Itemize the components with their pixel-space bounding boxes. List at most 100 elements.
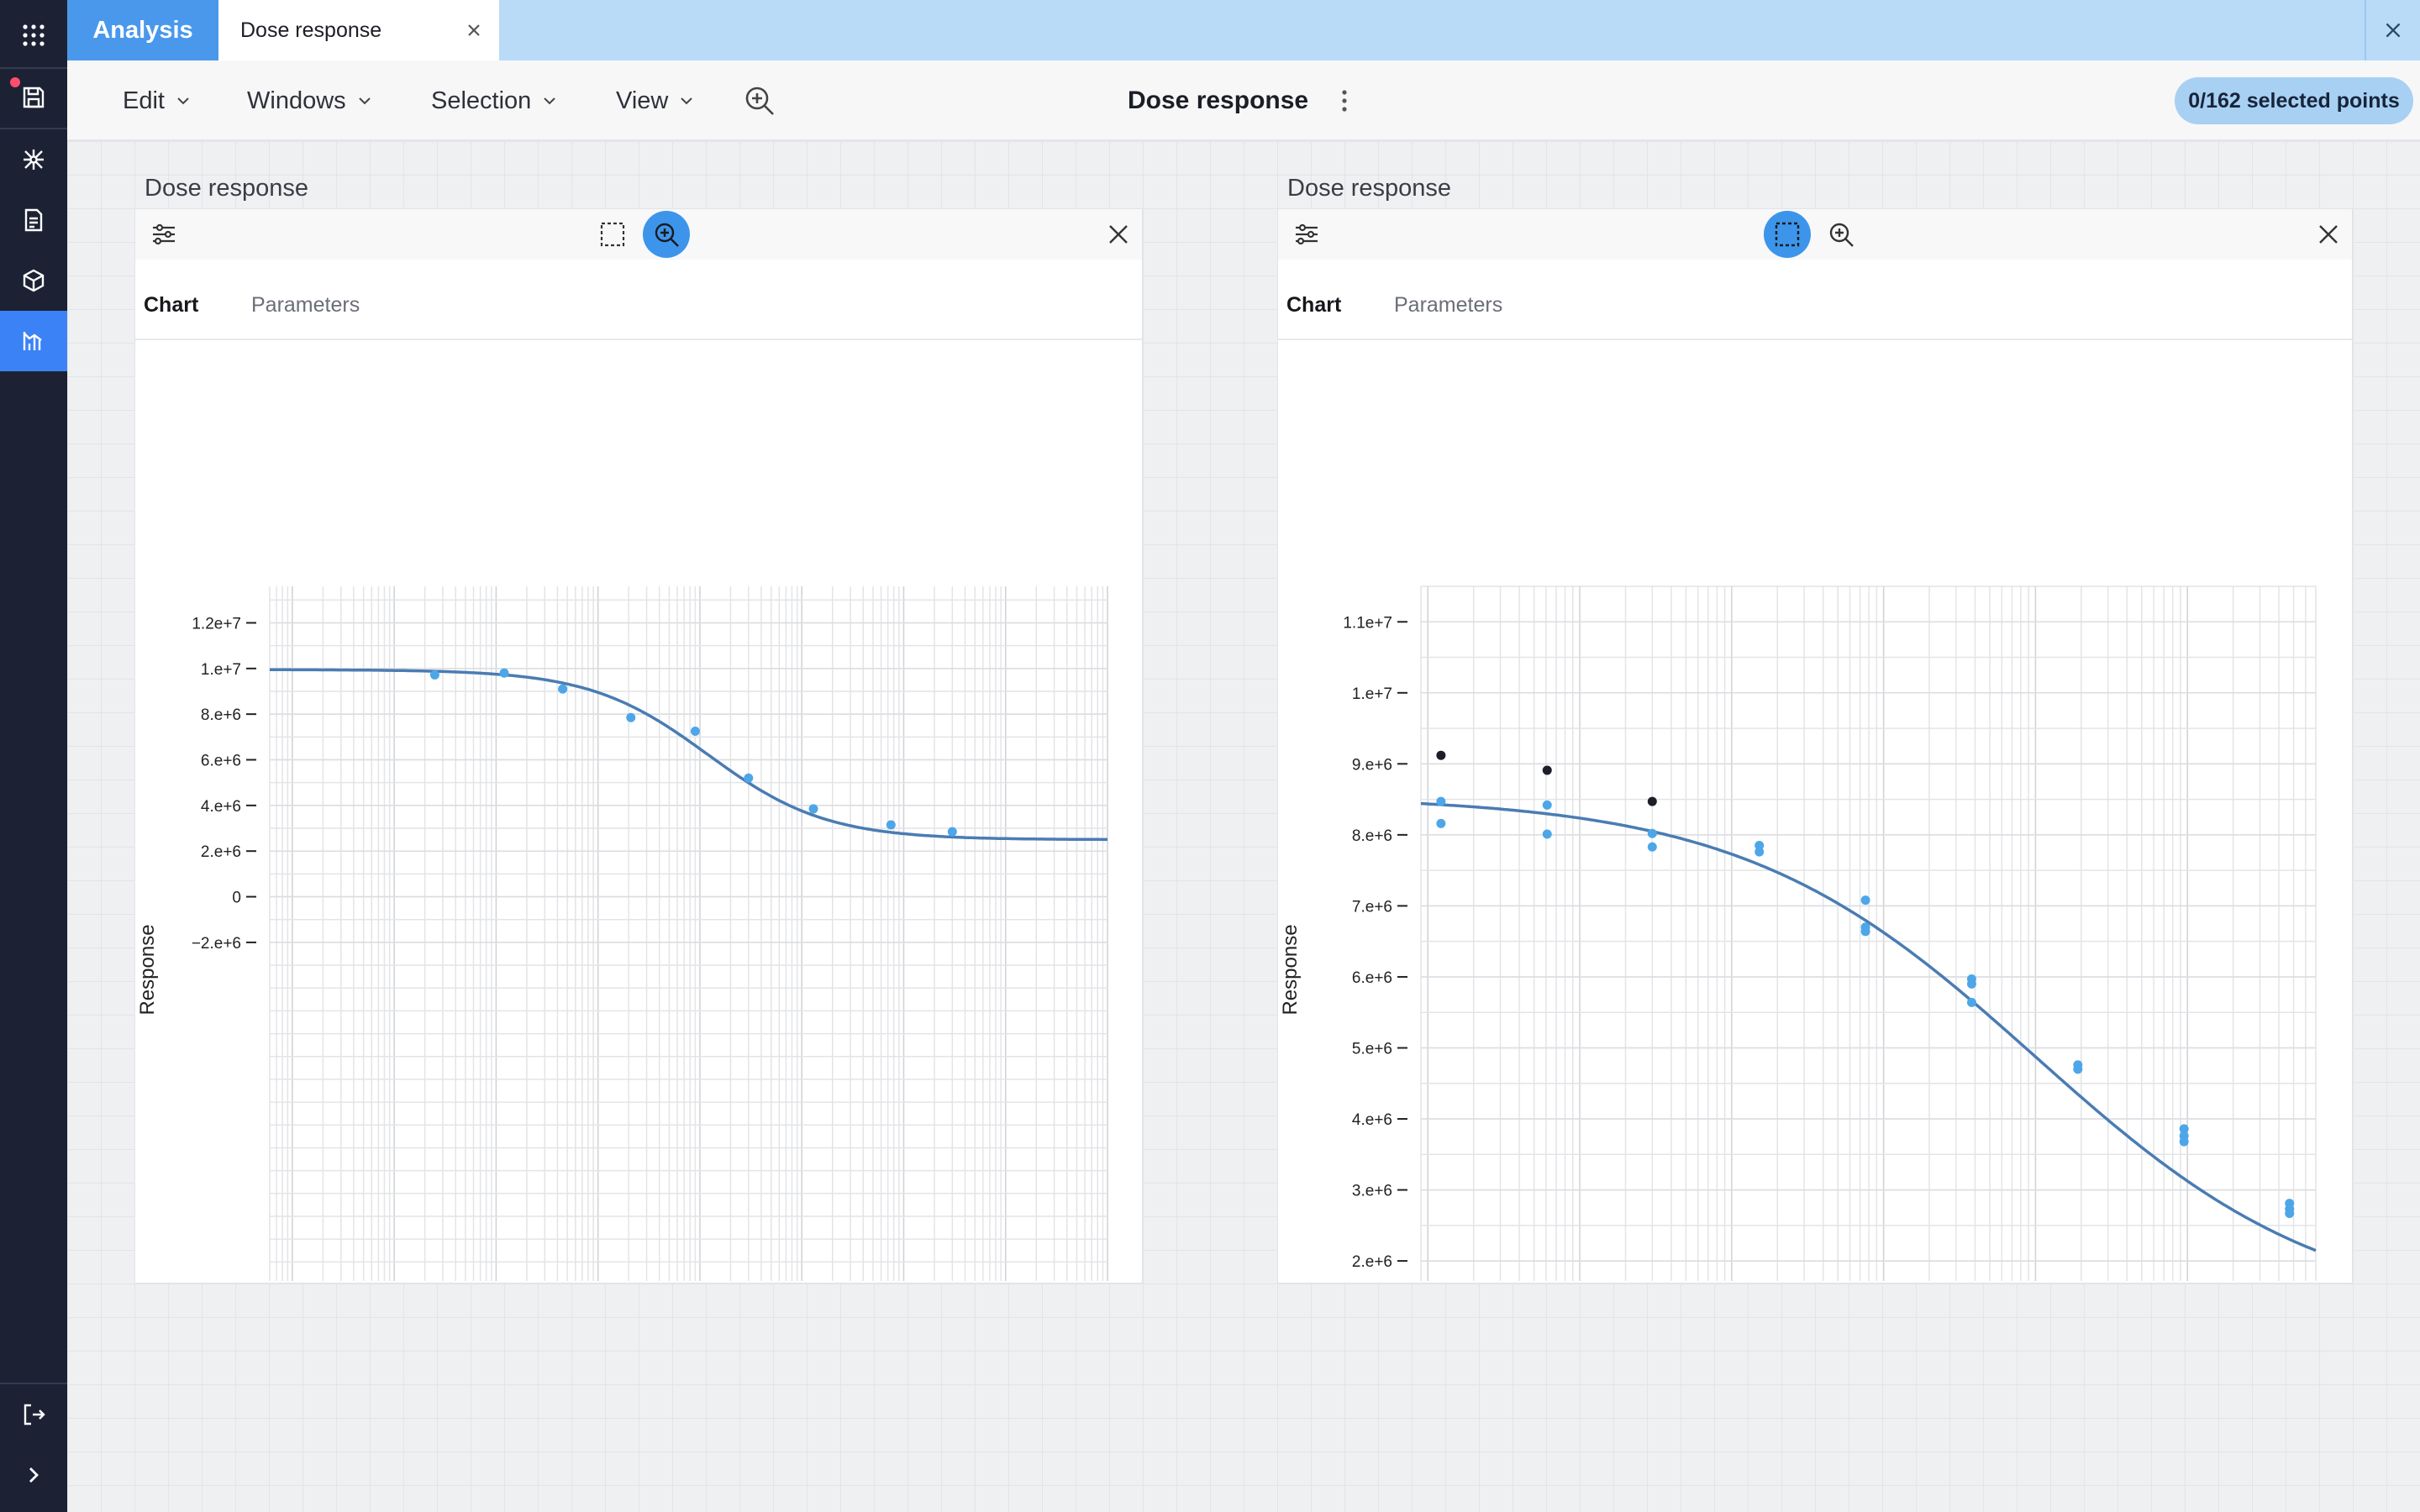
menu-windows[interactable]: Windows [247, 60, 373, 141]
panel-title: Dose response [1287, 175, 1452, 202]
chart-panel-2: Chart Parameters 1.e+62.e+63.e+64.e+65.e… [1277, 208, 2353, 1284]
notification-dot [10, 77, 20, 87]
box-select-icon [600, 222, 625, 247]
panel-toolbar [1278, 209, 2352, 260]
y-tick-label: 0 [232, 890, 241, 907]
data-point [886, 820, 896, 830]
tab-chart[interactable]: Chart [144, 293, 199, 317]
tab-parameters[interactable]: Parameters [1394, 293, 1503, 317]
y-tick-label: 6.e+6 [1352, 969, 1392, 987]
fit-curve [270, 668, 1107, 842]
tab-dose-response[interactable]: Dose response [218, 0, 499, 60]
y-tick-label: 8.e+6 [1352, 827, 1392, 845]
y-tick-label: 2.e+6 [1352, 1253, 1392, 1271]
page-title: Dose response [1128, 87, 1309, 114]
chart-grid [1420, 585, 2317, 1281]
data-point [690, 727, 700, 737]
y-axis-label: Response [1279, 924, 1302, 1015]
selected-points-badge[interactable]: 0/162 selected points [2175, 77, 2413, 124]
close-icon [2319, 225, 2338, 244]
close-icon[interactable] [464, 20, 484, 40]
outlier-point [1647, 796, 1657, 806]
settings-button[interactable] [140, 211, 187, 258]
zoom-tool-button[interactable] [643, 211, 690, 258]
data-point [744, 773, 754, 783]
logout-icon[interactable] [0, 1384, 67, 1445]
y-tick-label: 6.e+6 [201, 753, 241, 770]
data-point [1436, 796, 1446, 806]
data-point [1436, 818, 1446, 828]
panel-toolbar [135, 209, 1142, 260]
close-panel-button[interactable] [1095, 211, 1142, 258]
data-point [1860, 895, 1870, 906]
apps-grid-icon[interactable] [0, 5, 67, 66]
chevron-down-icon [177, 97, 189, 105]
panel-title: Dose response [145, 175, 309, 202]
data-point [2073, 1064, 2083, 1074]
tab-chart[interactable]: Chart [1286, 293, 1342, 317]
sliders-icon [1296, 223, 1318, 245]
menu-label: Selection [431, 87, 532, 114]
data-point [1754, 847, 1765, 857]
menu-view[interactable]: View [616, 60, 695, 141]
y-tick-label: 2.e+6 [201, 843, 241, 861]
data-point [1754, 841, 1765, 851]
y-tick-label: 1.e+7 [201, 661, 241, 679]
dose-response-chart[interactable]: 1.e+62.e+63.e+64.e+65.e+66.e+67.e+68.e+6… [1278, 340, 2352, 1281]
data-point [2179, 1124, 2189, 1134]
zoom-in-icon[interactable] [743, 84, 776, 118]
left-sidebar [0, 0, 67, 1512]
sidebar-divider [0, 128, 67, 129]
app-name-tab[interactable]: Analysis [67, 0, 218, 60]
box-select-button[interactable] [589, 211, 636, 258]
y-tick-label: 8.e+6 [201, 706, 241, 724]
data-point [808, 804, 818, 814]
zoom-tool-button[interactable] [1818, 211, 1865, 258]
close-icon [2386, 23, 2401, 38]
y-tick-label: −2.e+6 [192, 935, 241, 953]
menu-selection[interactable]: Selection [431, 60, 558, 141]
menu-label: Edit [123, 87, 165, 114]
menu-label: View [616, 87, 669, 114]
molecule-icon[interactable] [0, 129, 67, 190]
toolbar: Edit Windows Selection View Dose respons… [67, 60, 2420, 141]
data-point [947, 827, 957, 837]
data-point [626, 712, 636, 722]
box-select-button[interactable] [1764, 211, 1811, 258]
chart-analysis-icon[interactable] [0, 311, 67, 371]
box-select-icon [1775, 222, 1800, 247]
y-tick-label: 1.2e+7 [192, 615, 241, 633]
data-point [1542, 829, 1552, 839]
menu-edit[interactable]: Edit [123, 60, 192, 141]
settings-button[interactable] [1283, 211, 1330, 258]
sliders-icon [153, 223, 175, 245]
y-tick-label: 4.e+6 [201, 798, 241, 816]
y-tick-label: 4.e+6 [1352, 1111, 1392, 1129]
tab-parameters[interactable]: Parameters [251, 293, 360, 317]
fit-curve [1420, 801, 2317, 1252]
data-point [1966, 979, 1976, 989]
document-icon[interactable] [0, 190, 67, 250]
data-point [2285, 1208, 2295, 1218]
chevron-down-icon [681, 97, 693, 105]
data-point [1647, 842, 1657, 852]
box-icon[interactable] [0, 250, 67, 311]
y-tick-label: 7.e+6 [1352, 898, 1392, 916]
close-window-button[interactable] [2365, 0, 2420, 60]
outlier-point [1542, 765, 1552, 775]
chevron-right-icon[interactable] [0, 1445, 67, 1505]
more-options-icon[interactable] [1329, 86, 1360, 116]
outlier-point [1436, 750, 1446, 760]
save-icon[interactable] [0, 67, 67, 128]
y-tick-label: 1.e+7 [1352, 685, 1392, 703]
sidebar-divider [0, 67, 67, 69]
data-point [1860, 927, 1870, 937]
close-icon [1109, 225, 1128, 244]
y-axis-label: Response [136, 924, 159, 1015]
close-panel-button[interactable] [2305, 211, 2352, 258]
dose-response-chart[interactable]: −2.e+602.e+64.e+66.e+68.e+61.e+71.2e+71.… [135, 340, 1142, 1281]
menu-label: Windows [247, 87, 346, 114]
chart-panel-1: Chart Parameters −2.e+6 0 2.e+6 4.e+6 6.e+6 8… [134, 208, 1143, 1284]
y-tick-label: 5.e+6 [1352, 1040, 1392, 1058]
chevron-down-icon [544, 97, 556, 105]
